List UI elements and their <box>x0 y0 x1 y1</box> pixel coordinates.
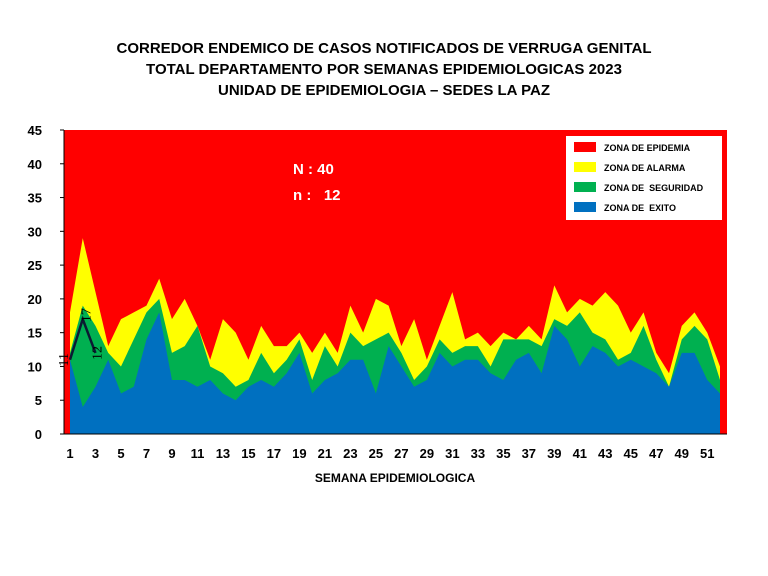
x-tick-label: 37 <box>522 446 536 461</box>
x-tick-label: 21 <box>318 446 332 461</box>
x-tick-label: 25 <box>369 446 383 461</box>
stat-n: n : 12 <box>293 187 341 204</box>
y-tick-label: 20 <box>28 292 42 307</box>
cases-data-label: 12 <box>90 346 105 360</box>
legend-label: ZONA DE EPIDEMIA <box>604 143 691 153</box>
x-tick-label: 9 <box>168 446 175 461</box>
cases-line-series: 11 17 12 <box>57 308 105 366</box>
x-tick-label: 49 <box>675 446 689 461</box>
y-tick-label: 15 <box>28 326 42 341</box>
x-tick-label: 15 <box>241 446 255 461</box>
x-tick-label: 7 <box>143 446 150 461</box>
cases-data-label: 17 <box>80 308 95 322</box>
x-tick-label: 43 <box>598 446 612 461</box>
y-tick-label: 25 <box>28 258 42 273</box>
x-tick-label: 35 <box>496 446 510 461</box>
x-tick-label: 5 <box>117 446 124 461</box>
x-tick-label: 45 <box>624 446 638 461</box>
x-tick-label: 41 <box>573 446 587 461</box>
x-tick-label: 23 <box>343 446 357 461</box>
cases-data-label: 11 <box>57 353 72 366</box>
x-tick-label: 31 <box>445 446 459 461</box>
zona-exito-area <box>70 312 720 434</box>
zone-areas <box>70 238 720 434</box>
legend-label: ZONA DE ALARMA <box>604 163 686 173</box>
x-tick-label: 51 <box>700 446 714 461</box>
title-line-3: UNIDAD DE EPIDEMIOLOGIA – SEDES LA PAZ <box>218 82 550 99</box>
cases-line <box>68 315 97 361</box>
chart-title: CORREDOR ENDEMICO DE CASOS NOTIFICADOS D… <box>0 38 768 101</box>
x-tick-label: 39 <box>547 446 561 461</box>
y-tick-label: 10 <box>28 359 42 374</box>
legend-label: ZONA DE EXITO <box>604 203 676 213</box>
legend: ZONA DE EPIDEMIA ZONA DE ALARMA ZONA DE SE… <box>566 136 722 220</box>
y-tick-label: 5 <box>35 393 42 408</box>
x-tick-label: 17 <box>267 446 281 461</box>
stat-N: N : 40 <box>293 161 334 178</box>
x-tick-label: 47 <box>649 446 663 461</box>
x-tick-label: 11 <box>191 446 205 461</box>
x-axis-label: SEMANA EPIDEMIOLOGICA <box>315 471 476 485</box>
x-tick-label: 13 <box>216 446 230 461</box>
x-tick-label: 29 <box>420 446 434 461</box>
title-line-2: TOTAL DEPARTAMENTO POR SEMANAS EPIDEMIOL… <box>146 61 622 78</box>
x-tick-label: 27 <box>394 446 408 461</box>
x-tick-label: 19 <box>292 446 306 461</box>
y-tick-label: 0 <box>35 427 42 442</box>
y-tick-label: 40 <box>28 157 42 172</box>
y-tick-label: 45 <box>28 123 42 138</box>
legend-swatch <box>574 162 596 172</box>
legend-swatch <box>574 182 596 192</box>
y-tick-label: 35 <box>28 191 42 206</box>
legend-swatch <box>574 202 596 212</box>
x-tick-label: 1 <box>66 446 73 461</box>
legend-swatch <box>574 142 596 152</box>
x-tick-label: 3 <box>92 446 99 461</box>
x-tick-label: 33 <box>471 446 485 461</box>
legend-label: ZONA DE SEGURIDAD <box>604 183 704 193</box>
y-tick-label: 30 <box>28 224 42 239</box>
title-line-1: CORREDOR ENDEMICO DE CASOS NOTIFICADOS D… <box>116 40 652 57</box>
